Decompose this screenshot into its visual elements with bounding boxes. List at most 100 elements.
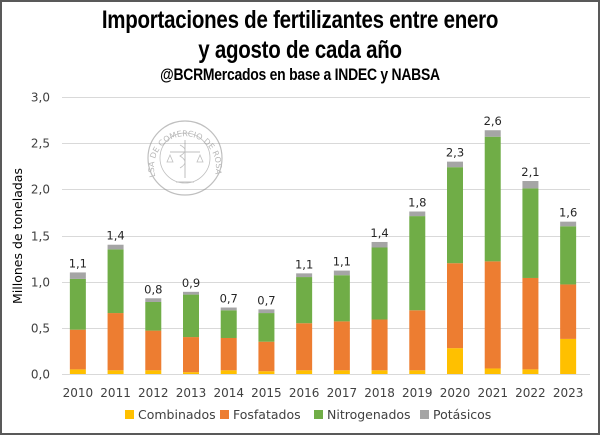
gridlines (62, 97, 590, 329)
bar-nitrogenados-2013 (183, 294, 199, 338)
y-tick-label: 1,0 (31, 276, 50, 290)
bar-combinados-2010 (69, 369, 86, 374)
bar-nitrogenados-2011 (107, 249, 124, 314)
total-label-2010: 1,1 (69, 256, 87, 270)
bar-stack-2020 (447, 161, 463, 374)
x-tick-label: 2015 (251, 386, 282, 400)
x-tick-label: 2017 (327, 386, 358, 400)
legend-item-nitrogenados: Nitrogenados (314, 407, 411, 422)
bar-stack-2010 (69, 272, 86, 374)
y-tick-label: 3,0 (31, 91, 50, 105)
legend-item-fosfatados: Fosfatados (220, 407, 301, 422)
bar-potásicos-2012 (145, 298, 162, 302)
y-axis-ticks: 0,0 0,5 1,0 1,5 2,0 2,5 3,0 (31, 91, 50, 382)
bar-combinados-2016 (296, 370, 313, 374)
y-tick-label: 0,0 (31, 368, 50, 382)
bars (69, 130, 577, 374)
x-tick-label: 2012 (138, 386, 169, 400)
total-label-2022: 2,1 (521, 165, 539, 179)
y-tick-label: 2,5 (31, 137, 50, 151)
bar-stack-2015 (258, 309, 275, 374)
bar-potásicos-2022 (522, 181, 539, 189)
bar-stack-2011 (107, 244, 124, 374)
bar-potásicos-2013 (183, 291, 199, 295)
bar-fosfatados-2022 (522, 277, 539, 370)
total-label-2018: 1,4 (370, 226, 388, 240)
bar-combinados-2012 (145, 370, 162, 374)
bar-fosfatados-2015 (258, 341, 275, 372)
total-label-2016: 1,1 (295, 257, 313, 271)
x-tick-label: 2021 (477, 386, 508, 400)
bar-potásicos-2010 (69, 272, 86, 279)
bar-fosfatados-2021 (484, 261, 501, 369)
bar-nitrogenados-2019 (409, 216, 426, 311)
total-label-2021: 2,6 (484, 114, 502, 128)
bar-potásicos-2020 (447, 161, 463, 168)
bar-nitrogenados-2012 (145, 301, 162, 331)
legend-label: Nitrogenados (327, 407, 411, 422)
bar-nitrogenados-2020 (447, 167, 463, 264)
legend-swatch (314, 410, 323, 419)
bar-combinados-2023 (560, 338, 577, 374)
x-tick-label: 2013 (176, 386, 207, 400)
bar-nitrogenados-2023 (560, 226, 577, 285)
x-tick-label: 2011 (100, 386, 131, 400)
x-tick-label: 2020 (440, 386, 471, 400)
bar-combinados-2020 (447, 348, 463, 374)
bar-fosfatados-2016 (296, 323, 313, 371)
bar-fosfatados-2018 (371, 319, 388, 371)
legend-label: Combinados (138, 407, 216, 422)
bar-potásicos-2023 (560, 221, 577, 227)
bar-stack-2018 (371, 241, 388, 374)
bar-fosfatados-2020 (447, 263, 463, 349)
bar-potásicos-2017 (333, 270, 350, 276)
bar-stack-2021 (484, 130, 501, 374)
total-label-2017: 1,1 (333, 255, 351, 269)
total-label-2012: 0,8 (144, 282, 162, 296)
bar-combinados-2019 (409, 370, 426, 374)
bar-fosfatados-2010 (69, 329, 86, 370)
chart-title: Importaciones de fertilizantes entre ene… (101, 6, 499, 34)
bar-nitrogenados-2010 (69, 278, 86, 330)
bar-combinados-2021 (484, 368, 501, 374)
x-axis-ticks: 2010 2011 2012 2013 2014 2015 2016 2017 2018 2019… (63, 386, 584, 400)
y-tick-label: 2,0 (31, 183, 50, 197)
bar-nitrogenados-2022 (522, 188, 539, 278)
bar-fosfatados-2017 (333, 321, 350, 371)
total-labels: 1,1 1,4 0,8 0,9 0,7 0,7 1,1 1,1 1,4 1,8 2,3 2,6 2,1 1… (69, 114, 578, 307)
legend: Combinados Fosfatados Nitrogenados Potásico… (125, 407, 491, 422)
legend-swatch (420, 410, 429, 419)
bar-combinados-2011 (107, 370, 124, 374)
bar-nitrogenados-2018 (371, 247, 388, 320)
x-tick-label: 2023 (553, 386, 584, 400)
x-tick-label: 2019 (402, 386, 433, 400)
bar-nitrogenados-2014 (220, 310, 237, 338)
bar-combinados-2022 (522, 369, 539, 374)
y-tick-label: 1,5 (31, 230, 50, 244)
y-axis-label: Millones de toneladas (10, 168, 25, 304)
bar-potásicos-2015 (258, 309, 275, 314)
bar-stack-2022 (522, 181, 539, 374)
bar-nitrogenados-2017 (333, 275, 350, 322)
bar-nitrogenados-2021 (484, 136, 501, 262)
total-label-2014: 0,7 (220, 292, 238, 306)
bar-potásicos-2014 (220, 307, 237, 311)
bar-combinados-2014 (220, 370, 237, 374)
x-tick-label: 2018 (364, 386, 395, 400)
bar-fosfatados-2019 (409, 310, 426, 371)
x-tick-label: 2010 (63, 386, 94, 400)
bar-potásicos-2019 (409, 211, 426, 217)
bar-potásicos-2018 (371, 241, 388, 248)
bar-potásicos-2021 (484, 130, 501, 137)
bar-potásicos-2011 (107, 244, 124, 250)
bar-stack-2014 (220, 307, 237, 374)
bar-nitrogenados-2016 (296, 277, 313, 324)
bar-fosfatados-2012 (145, 330, 162, 371)
legend-swatch (125, 410, 134, 419)
bar-potásicos-2016 (296, 273, 313, 278)
bar-combinados-2018 (371, 370, 388, 374)
bar-stack-2019 (409, 211, 426, 374)
bar-combinados-2013 (183, 372, 199, 374)
bar-stack-2012 (145, 298, 162, 374)
